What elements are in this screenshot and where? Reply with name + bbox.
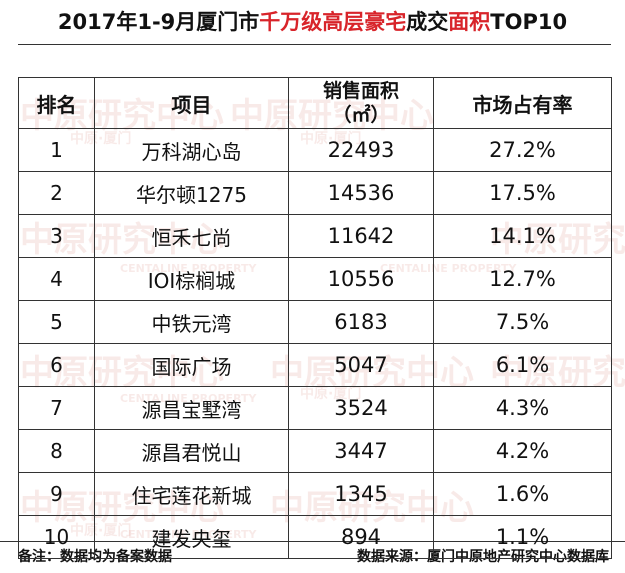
cell-rank: 8 [18, 429, 95, 473]
cell-share: 1.6% [433, 472, 612, 516]
cell-project: 源昌君悦山 [94, 429, 289, 473]
table-title: 2017年1-9月厦门市千万级高层豪宅成交面积TOP10 [0, 0, 625, 44]
cell-area: 5047 [288, 343, 434, 387]
title-part-2: 千万级高层豪宅 [259, 10, 407, 34]
table-header-row: 排名 项目 销售面积（㎡） 市场占有率 [18, 77, 612, 129]
cell-area: 11642 [288, 214, 434, 258]
cell-rank: 5 [18, 300, 95, 344]
header-area-label: 销售面积（㎡） [322, 80, 399, 126]
cell-rank: 1 [18, 128, 95, 172]
title-part-1: 2017年1-9月厦门市 [57, 10, 260, 34]
cell-rank: 3 [18, 214, 95, 258]
cell-rank: 7 [18, 386, 95, 430]
table-row: 3 恒禾七尚 11642 14.1% [18, 214, 612, 258]
cell-rank: 4 [18, 257, 95, 301]
cell-share: 4.2% [433, 429, 612, 473]
cell-project: 国际广场 [94, 343, 289, 387]
title-part-4: 面积 [448, 10, 491, 34]
cell-area: 22493 [288, 128, 434, 172]
cell-share: 17.5% [433, 171, 612, 215]
cell-rank: 2 [18, 171, 95, 215]
cell-area: 6183 [288, 300, 434, 344]
cell-project: 源昌宝墅湾 [94, 386, 289, 430]
cell-share: 27.2% [433, 128, 612, 172]
cell-rank: 10 [18, 515, 95, 559]
cell-rank: 6 [18, 343, 95, 387]
cell-share: 1.1% [433, 515, 612, 559]
cell-project: 万科湖心岛 [94, 128, 289, 172]
cell-project: 住宅莲花新城 [94, 472, 289, 516]
table-row: 9 住宅莲花新城 1345 1.6% [18, 472, 612, 516]
table-row: 7 源昌宝墅湾 3524 4.3% [18, 386, 612, 430]
cell-share: 12.7% [433, 257, 612, 301]
ranking-table: 排名 项目 销售面积（㎡） 市场占有率 1 万科湖心岛 22493 27.2% … [18, 77, 612, 559]
cell-area: 3447 [288, 429, 434, 473]
cell-share: 7.5% [433, 300, 612, 344]
table-row: 2 华尔顿1275 14536 17.5% [18, 171, 612, 215]
title-part-3: 成交 [406, 10, 449, 34]
header-share: 市场占有率 [433, 77, 612, 129]
cell-project: IOI棕榈城 [94, 257, 289, 301]
table-row: 8 源昌君悦山 3447 4.2% [18, 429, 612, 473]
cell-area: 1345 [288, 472, 434, 516]
table-row: 5 中铁元湾 6183 7.5% [18, 300, 612, 344]
cell-area: 3524 [288, 386, 434, 430]
cell-project: 中铁元湾 [94, 300, 289, 344]
table-row: 1 万科湖心岛 22493 27.2% [18, 128, 612, 172]
cell-project: 建发央玺 [94, 515, 289, 559]
header-area: 销售面积（㎡） [288, 77, 434, 129]
cell-share: 14.1% [433, 214, 612, 258]
header-project: 项目 [94, 77, 289, 129]
header-rank: 排名 [18, 77, 95, 129]
cell-rank: 9 [18, 472, 95, 516]
cell-share: 4.3% [433, 386, 612, 430]
cell-share: 6.1% [433, 343, 612, 387]
title-part-5: TOP10 [490, 10, 568, 34]
cell-area: 14536 [288, 171, 434, 215]
table-row: 4 IOI棕榈城 10556 12.7% [18, 257, 612, 301]
cell-area: 894 [288, 515, 434, 559]
cell-area: 10556 [288, 257, 434, 301]
cell-project: 华尔顿1275 [94, 171, 289, 215]
table-row: 6 国际广场 5047 6.1% [18, 343, 612, 387]
title-divider [18, 44, 611, 45]
cell-project: 恒禾七尚 [94, 214, 289, 258]
table-row: 10 建发央玺 894 1.1% [18, 515, 612, 559]
